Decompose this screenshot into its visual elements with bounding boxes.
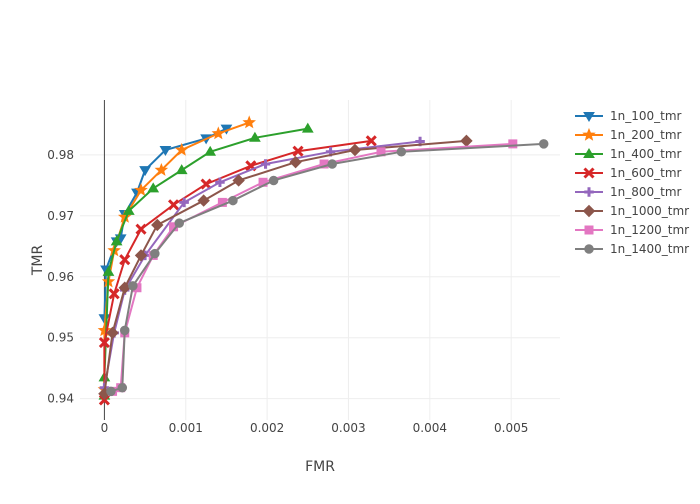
y-tick-label: 0.96 [47,270,74,284]
x-tick-label: 0.004 [413,421,447,435]
legend-item[interactable]: 1n_400_tmr [575,147,682,161]
data-point[interactable] [292,145,304,157]
data-point[interactable] [122,204,135,215]
data-point[interactable] [151,218,164,232]
data-point[interactable] [268,175,279,186]
legend-marker [582,204,596,218]
legend-label: 1n_1200_tmr [610,223,689,237]
x-tick-label: 0.005 [494,421,528,435]
data-point[interactable] [289,155,302,169]
data-point[interactable] [232,174,245,187]
series-line[interactable] [112,142,513,393]
legend-item[interactable]: 1n_200_tmr [575,127,682,142]
legend-item[interactable]: 1n_600_tmr [575,166,682,180]
y-axis-title: TMR [30,245,46,277]
legend-label: 1n_800_tmr [610,185,682,199]
data-point[interactable] [197,194,210,207]
legend-label: 1n_1400_tmr [610,242,689,256]
x-tick-label: 0.001 [169,421,203,435]
x-tick-label: 0.002 [250,421,284,435]
data-point[interactable] [365,135,377,147]
data-point[interactable] [106,326,119,340]
data-point[interactable] [215,177,225,188]
data-point[interactable] [327,159,337,169]
data-point[interactable] [159,145,172,156]
data-point[interactable] [108,288,120,300]
data-point[interactable] [175,164,188,175]
data-point[interactable] [97,323,112,337]
legend-marker [584,244,594,254]
data-point[interactable] [154,162,169,176]
y-tick-label: 0.98 [47,148,74,162]
legend-marker [583,148,595,158]
legend-item[interactable]: 1n_100_tmr [575,109,682,123]
data-point[interactable] [150,248,160,259]
series-1n_1400_tmr[interactable] [106,139,549,397]
legend-marker [583,112,595,122]
legend-label: 1n_400_tmr [610,147,682,161]
data-point[interactable] [128,281,138,291]
data-point[interactable] [119,325,130,336]
data-point[interactable] [134,183,148,196]
data-point[interactable] [174,218,185,228]
data-point[interactable] [119,254,131,266]
series-1n_600_tmr[interactable] [98,135,377,406]
data-point[interactable] [242,115,256,129]
data-point[interactable] [460,134,473,148]
data-point[interactable] [200,178,212,190]
legend-label: 1n_100_tmr [610,109,682,123]
data-point[interactable] [147,182,160,193]
series-1n_400_tmr[interactable] [98,122,314,400]
data-point[interactable] [174,142,189,156]
legend-marker [584,187,594,197]
data-point[interactable] [139,166,151,177]
data-point[interactable] [211,126,226,140]
series-1n_1000_tmr[interactable] [98,134,473,400]
data-point[interactable] [260,159,271,169]
y-tick-label: 0.97 [47,209,74,223]
legend-label: 1n_1000_tmr [610,204,689,218]
data-point[interactable] [348,143,362,157]
plot-area[interactable] [97,115,549,406]
x-tick-label: 0 [101,421,109,435]
legend-item[interactable]: 1n_1000_tmr [575,204,689,218]
data-point[interactable] [508,139,518,149]
legend-item[interactable]: 1n_1400_tmr [575,242,689,256]
legend-label: 1n_600_tmr [610,166,682,180]
data-point[interactable] [179,197,189,208]
data-point[interactable] [110,235,123,246]
data-point[interactable] [228,195,238,206]
data-point[interactable] [134,249,148,262]
data-point[interactable] [135,223,147,235]
data-point[interactable] [102,265,115,276]
x-axis-title: FMR [305,459,335,475]
data-point[interactable] [117,382,128,393]
data-point[interactable] [167,199,180,211]
series-line[interactable] [103,127,308,396]
data-point[interactable] [301,122,314,133]
data-point[interactable] [98,337,110,349]
series-line[interactable] [110,142,544,393]
y-tick-label: 0.94 [47,392,74,406]
legend-item[interactable]: 1n_1200_tmr [575,223,689,237]
y-tick-label: 0.95 [47,331,74,345]
data-point[interactable] [204,145,217,156]
legend-marker [584,225,594,235]
data-point[interactable] [538,139,549,149]
series-line[interactable] [103,139,467,394]
legend[interactable]: 1n_100_tmr 1n_200_tmr 1n_400_tmr 1n_600_tmr… [575,109,689,256]
data-point[interactable] [249,131,261,142]
legend-label: 1n_200_tmr [610,128,682,142]
legend-marker [582,127,596,141]
data-point[interactable] [106,386,116,397]
legend-marker [583,167,595,179]
legend-item[interactable]: 1n_800_tmr [575,185,682,199]
axes: 0.94 0.95 0.96 0.97 0.98 0 0.001 0.002 0.003 0.00… [47,100,528,435]
data-point[interactable] [396,147,407,157]
x-tick-label: 0.003 [331,421,365,435]
series-line[interactable] [103,139,372,400]
